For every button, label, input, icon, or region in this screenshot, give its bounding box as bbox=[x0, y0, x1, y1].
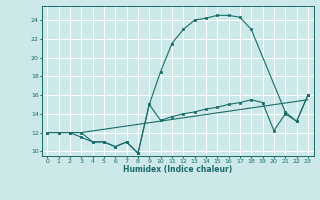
X-axis label: Humidex (Indice chaleur): Humidex (Indice chaleur) bbox=[123, 165, 232, 174]
